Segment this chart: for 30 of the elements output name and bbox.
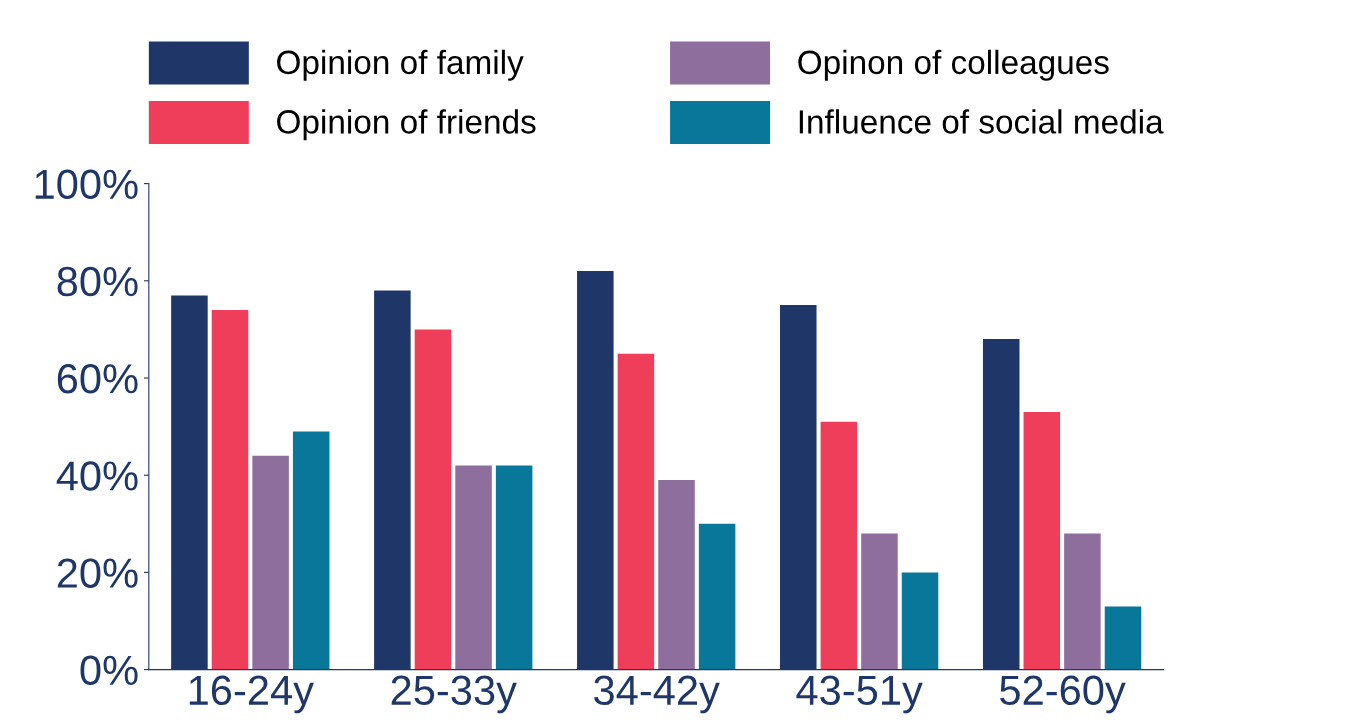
bar (901, 572, 939, 670)
x-tick-label: 16-24y (189, 675, 314, 714)
y-tick-label: 20% (57, 558, 138, 588)
y-tick-label: 60% (57, 364, 138, 394)
legend-label: Influence of social media (799, 109, 1164, 134)
bar (1104, 606, 1142, 670)
x-tick-label: 52-60y (1000, 675, 1126, 714)
legend-label: Opinion of family (277, 49, 524, 81)
bar (495, 465, 533, 670)
bar (1023, 412, 1061, 670)
bar (698, 523, 736, 670)
bar (1064, 533, 1101, 670)
bar (211, 309, 249, 670)
bar (820, 421, 858, 670)
bar (252, 455, 289, 670)
y-tick-label: 0% (80, 655, 138, 686)
y-tick-label: 80% (57, 266, 138, 297)
bar (414, 329, 452, 670)
x-tick-label: 34-42y (594, 675, 720, 714)
x-tick-label: 43-51y (796, 675, 923, 714)
x-tick-label: 25-33y (391, 675, 517, 714)
bar (658, 480, 695, 670)
bar (292, 431, 330, 670)
legend-label: Opinon of colleagues (798, 49, 1109, 81)
y-tick-label: 100% (35, 169, 138, 200)
bar (861, 533, 898, 670)
bar (455, 465, 492, 670)
legend-label: Opinion of friends (277, 109, 536, 141)
bar (617, 353, 655, 670)
y-tick-label: 40% (56, 461, 138, 491)
